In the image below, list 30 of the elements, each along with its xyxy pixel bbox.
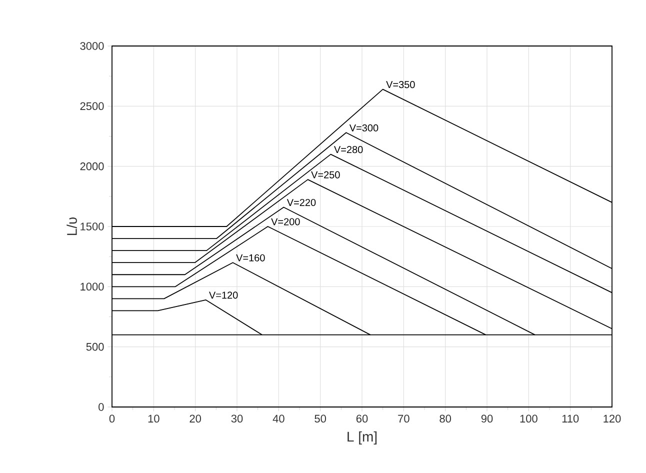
x-tick-label: 10 (148, 414, 160, 423)
y-tick-label: 2000 (80, 162, 104, 170)
x-tick-label: 80 (440, 414, 452, 423)
y-tick-label: 1000 (80, 282, 104, 291)
x-tick-label: 70 (398, 414, 410, 423)
x-tick-label: 60 (356, 414, 368, 423)
x-tick-label: 50 (314, 414, 326, 423)
x-tick-label: 0 (109, 414, 115, 423)
x-tick-label: 90 (481, 414, 493, 423)
series-label: V=280 (334, 146, 363, 154)
y-axis-title: L/υ (66, 218, 77, 236)
series-label: V=120 (209, 292, 238, 299)
y-tick-label: 3000 (80, 42, 104, 50)
series-label: V=350 (386, 81, 415, 88)
y-tick-label: 2500 (80, 102, 104, 110)
series-label: V=200 (271, 218, 300, 226)
x-tick-label: 40 (272, 414, 284, 423)
x-tick-label: 120 (604, 414, 621, 423)
y-tick-label: 1500 (80, 222, 104, 230)
x-axis-title: L [m] (348, 431, 377, 444)
series-label: V=220 (286, 198, 316, 206)
series-label: V=300 (349, 124, 378, 132)
y-tick-label: 0 (98, 403, 104, 411)
x-tick-label: 30 (231, 414, 243, 423)
x-tick-label: 20 (190, 414, 202, 423)
series-label: V=250 (311, 171, 340, 178)
series-label: V=160 (236, 254, 265, 262)
x-tick-label: 100 (520, 414, 538, 423)
x-tick-label: 110 (562, 414, 579, 423)
y-tick-label: 500 (86, 342, 104, 351)
